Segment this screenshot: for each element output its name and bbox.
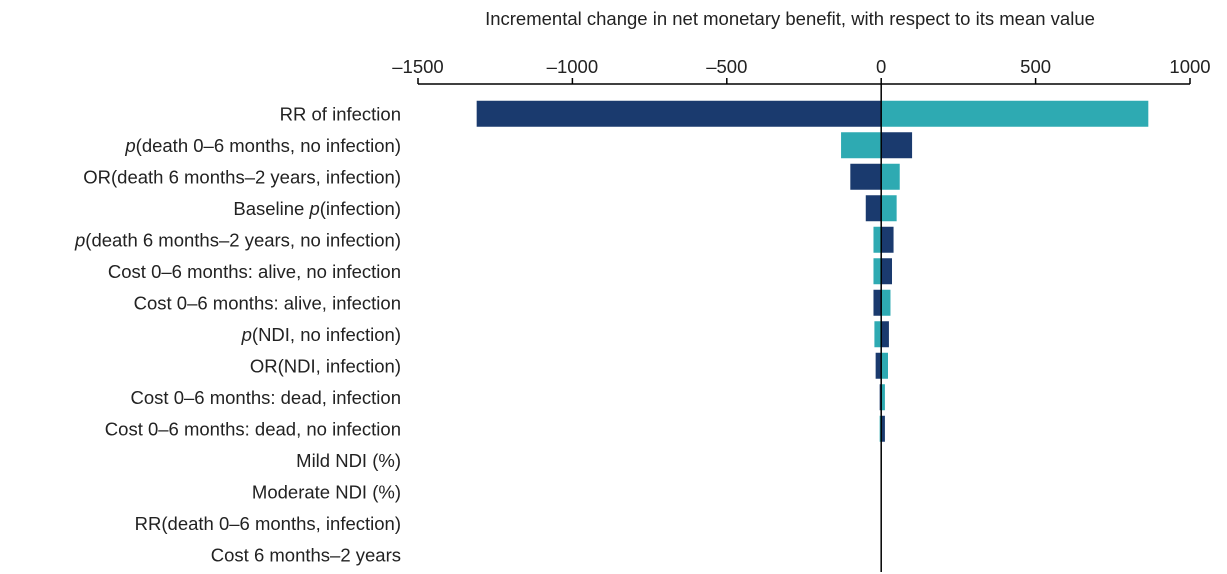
category-label: OR(NDI, infection) xyxy=(250,355,401,376)
bar-positive xyxy=(881,226,894,253)
category-label: p(death 0–6 months, no infection) xyxy=(124,135,401,156)
x-tick-label: –1000 xyxy=(547,56,598,77)
bar-negative xyxy=(873,226,882,253)
category-label: Cost 0–6 months: dead, no infection xyxy=(105,418,401,439)
category-label: OR(death 6 months–2 years, infection) xyxy=(83,166,401,187)
bar-positive xyxy=(881,100,1149,127)
category-label: Cost 0–6 months: alive, no infection xyxy=(108,261,401,282)
x-tick-label: –1500 xyxy=(392,56,443,77)
category-label: p(death 6 months–2 years, no infection) xyxy=(74,229,401,250)
category-labels: RR of infection p(death 0–6 months, no in… xyxy=(74,103,401,565)
x-tick-label: 1000 xyxy=(1169,56,1210,77)
category-label: RR of infection xyxy=(280,103,401,124)
bar-negative xyxy=(879,384,882,411)
bars xyxy=(476,100,1149,474)
bar-positive xyxy=(881,321,889,348)
bar-positive xyxy=(881,384,885,411)
bar-positive xyxy=(881,258,893,285)
bar-positive xyxy=(881,289,891,316)
x-tick-label: –500 xyxy=(706,56,747,77)
bar-positive xyxy=(881,163,900,190)
category-label: RR(death 0–6 months, infection) xyxy=(135,513,401,534)
category-label: p(NDI, no infection) xyxy=(241,324,401,345)
category-label: Cost 0–6 months: dead, infection xyxy=(131,387,401,408)
bar-negative xyxy=(865,195,882,222)
category-label: Moderate NDI (%) xyxy=(252,481,401,502)
bar-negative xyxy=(873,258,882,285)
bar-positive xyxy=(881,195,897,222)
bar-negative xyxy=(850,163,882,190)
bar-negative xyxy=(875,352,882,379)
category-label: Mild NDI (%) xyxy=(296,450,401,471)
x-axis-ticks: –1500 –1000 –500 0 500 1000 xyxy=(392,56,1211,85)
category-label: Cost 6 months–2 years xyxy=(211,544,401,565)
bar-negative xyxy=(873,289,882,316)
bar-positive xyxy=(881,132,913,159)
bar-negative xyxy=(476,100,882,127)
x-axis-title: Incremental change in net monetary benef… xyxy=(485,8,1095,29)
bar-positive xyxy=(881,352,888,379)
category-label: Cost 0–6 months: alive, infection xyxy=(134,292,401,313)
x-tick-label: 0 xyxy=(876,56,886,77)
bar-negative xyxy=(874,321,882,348)
bar-negative xyxy=(879,415,882,442)
category-label: Baseline p(infection) xyxy=(233,198,401,219)
x-tick-label: 500 xyxy=(1020,56,1051,77)
bar-positive xyxy=(881,415,885,442)
bar-negative xyxy=(841,132,882,159)
